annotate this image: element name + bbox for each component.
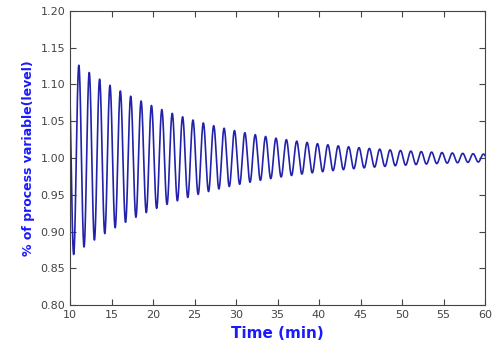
Y-axis label: % of process variable(level): % of process variable(level) — [22, 60, 35, 256]
X-axis label: Time (min): Time (min) — [231, 326, 324, 341]
